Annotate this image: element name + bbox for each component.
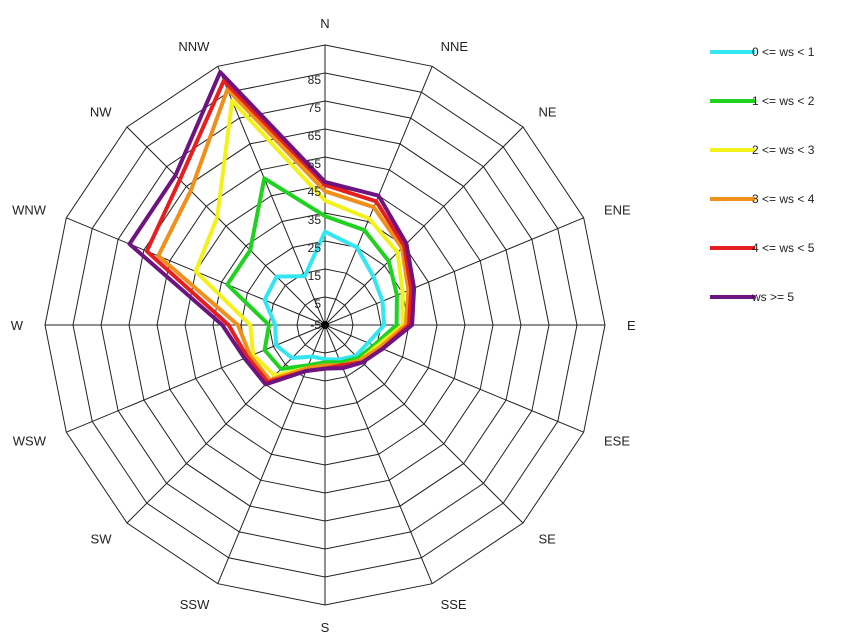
radial-tick-label: 65 [308, 129, 322, 143]
direction-label: NE [539, 105, 557, 120]
direction-label: WNW [12, 202, 47, 217]
direction-label: E [627, 318, 636, 333]
direction-label: SSW [180, 597, 210, 612]
direction-labels: N NNE NE ENE E ESE SE SSE S SSW SW WSW W WNW NW NNW [11, 16, 636, 632]
radial-tick-label: 25 [308, 241, 322, 255]
grid-spoke [324, 126, 524, 326]
radial-tick-label: 55 [308, 157, 322, 171]
grid-spoke [324, 217, 584, 326]
legend-label: ws >= 5 [751, 290, 794, 304]
legend-label: 3 <= ws < 4 [752, 192, 815, 206]
direction-label: ESE [604, 434, 630, 449]
legend: 0 <= ws < 1 1 <= ws < 2 2 <= ws < 3 3 <= ws… [710, 45, 815, 304]
grid-spoke [66, 324, 326, 433]
legend-label: 2 <= ws < 3 [752, 143, 815, 157]
direction-label: NNE [441, 39, 469, 54]
direction-label: N [320, 16, 329, 31]
series-lines [127, 70, 417, 387]
direction-label: SSE [441, 597, 467, 612]
grid-spoke [324, 324, 584, 433]
direction-label: S [321, 620, 330, 632]
radial-tick-labels: 5 15 25 35 45 55 65 75 85 -5 [308, 73, 322, 332]
direction-label: W [11, 318, 24, 333]
radial-tick-label: 35 [308, 213, 322, 227]
series-line [156, 87, 411, 382]
direction-label: NW [90, 105, 112, 120]
legend-label: 1 <= ws < 2 [752, 94, 815, 108]
direction-label: SE [539, 532, 557, 547]
radial-tick-label: 5 [314, 297, 321, 311]
grid-spoke [217, 66, 326, 326]
center-dot [321, 321, 329, 329]
radial-tick-label: -5 [310, 318, 321, 332]
series-line [225, 176, 399, 371]
series-line [127, 70, 417, 387]
grid-spoke [126, 324, 326, 524]
series-line [262, 229, 387, 362]
legend-label: 0 <= ws < 1 [752, 45, 815, 59]
grid-spoke [126, 126, 326, 326]
radial-tick-label: 45 [308, 185, 322, 199]
radial-tick-label: 15 [308, 269, 322, 283]
radial-tick-label: 85 [308, 73, 322, 87]
direction-label: SW [91, 532, 113, 547]
direction-label: NNW [178, 39, 210, 54]
radar-grid [44, 44, 606, 606]
direction-label: ENE [604, 202, 631, 217]
legend-label: 4 <= ws < 5 [752, 241, 815, 255]
radial-tick-label: 75 [308, 101, 322, 115]
direction-label: WSW [13, 434, 47, 449]
